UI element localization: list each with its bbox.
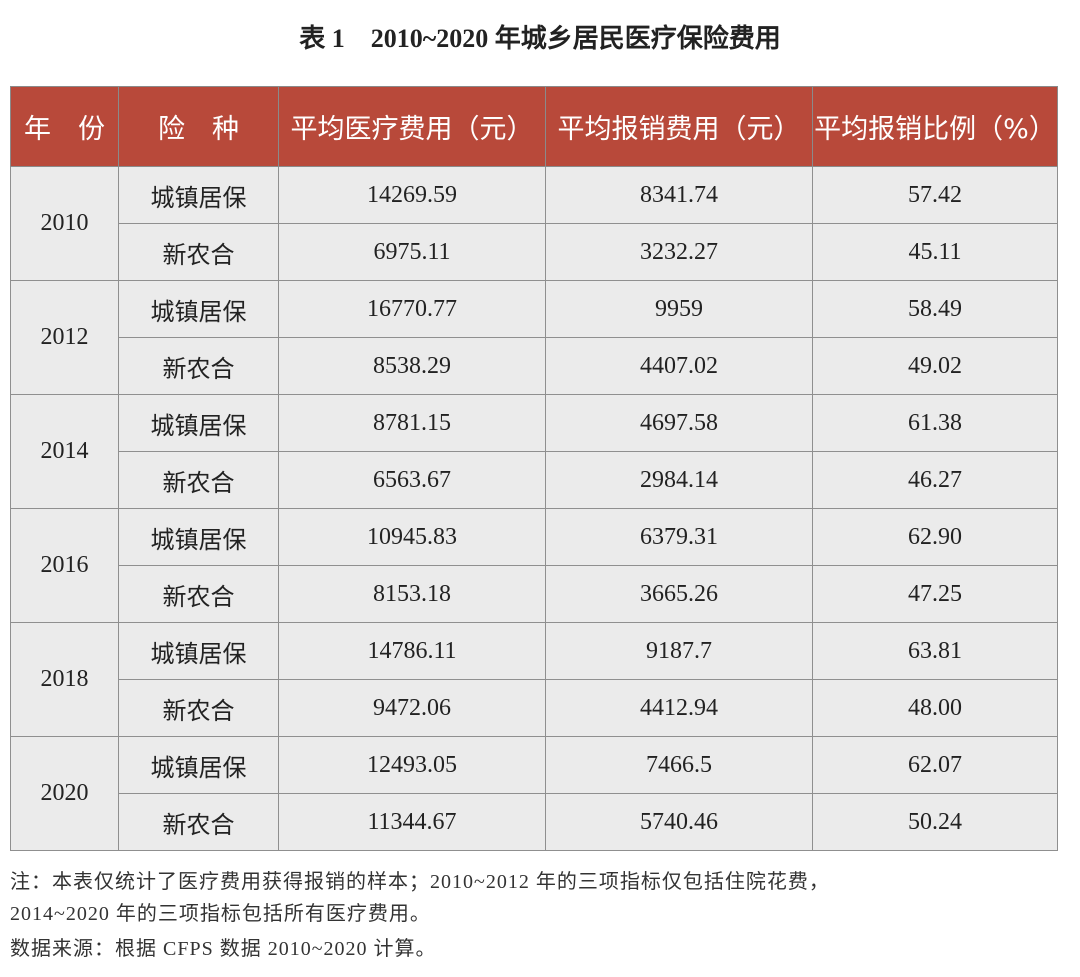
year-cell: 2018	[10, 622, 119, 737]
table-cell: 62.90	[812, 508, 1058, 566]
table-row: 2016 城镇居保 10945.83 6379.31 62.90	[10, 508, 1058, 623]
column-header: 平均报销费用（元）	[545, 86, 813, 167]
table-cell: 8341.74	[545, 166, 813, 224]
table-row: 2010 城镇居保 14269.59 8341.74 57.42	[10, 166, 1058, 281]
table-cell: 14269.59	[278, 166, 546, 224]
column-header: 平均医疗费用（元）	[278, 86, 546, 167]
table-cell: 城镇居保	[118, 736, 279, 794]
header-row: 年 份险 种平均医疗费用（元） 平均报销费用（元） 平均报销比例（%）	[10, 86, 1058, 167]
table-title: 表 1 2010~2020 年城乡居民医疗保险费用	[299, 24, 781, 53]
table-cell: 4407.02	[545, 337, 813, 395]
year-cell: 2012	[10, 280, 119, 395]
table-body: 2010 城镇居保 14269.59 8341.74 57.42 新农合 6975.11 32…	[10, 166, 1058, 851]
year-cell: 2016	[10, 508, 119, 623]
table-cell: 14786.11	[278, 622, 546, 680]
note-line: 注：本表仅统计了医疗费用获得报销的样本；2010~2012 年的三项指标仅包括住…	[10, 871, 830, 893]
table-cell: 12493.05	[278, 736, 546, 794]
column-header: 险 种	[118, 86, 279, 167]
table-cell: 9959	[545, 280, 813, 338]
table-row: 新农合 6975.11 3232.27 45.11	[11, 223, 1058, 281]
table-cell: 62.07	[812, 736, 1058, 794]
table-cell: 11344.67	[278, 793, 546, 851]
table-cell: 城镇居保	[118, 622, 279, 680]
notes: 注：本表仅统计了医疗费用获得报销的样本；2010~2012 年的三项指标仅包括住…	[10, 866, 830, 930]
table-cell: 58.49	[812, 280, 1058, 338]
table-cell: 61.38	[812, 394, 1058, 452]
year-cell: 2014	[10, 394, 119, 509]
table-row: 新农合 9472.06 4412.94 48.00	[11, 679, 1058, 737]
table-cell: 新农合	[118, 223, 279, 281]
table-cell: 4697.58	[545, 394, 813, 452]
table-cell: 8538.29	[278, 337, 546, 395]
table-cell: 9472.06	[278, 679, 546, 737]
note-line: 2014~2020 年的三项指标包括所有医疗费用。	[10, 903, 431, 925]
table-cell: 新农合	[118, 337, 279, 395]
table-cell: 3665.26	[545, 565, 813, 623]
table-cell: 7466.5	[545, 736, 813, 794]
table-cell: 3232.27	[545, 223, 813, 281]
table-cell: 8781.15	[278, 394, 546, 452]
table-cell: 新农合	[118, 793, 279, 851]
data-table: 年 份险 种平均医疗费用（元） 平均报销费用（元） 平均报销比例（%） 2010 城镇…	[10, 86, 1058, 851]
column-header: 年 份	[10, 86, 119, 167]
table-cell: 9187.7	[545, 622, 813, 680]
table-cell: 6563.67	[278, 451, 546, 509]
table-cell: 47.25	[812, 565, 1058, 623]
table-cell: 8153.18	[278, 565, 546, 623]
table-row: 2020 城镇居保 12493.05 7466.5 62.07	[10, 736, 1058, 851]
table-cell: 48.00	[812, 679, 1058, 737]
year-cell: 2010	[10, 166, 119, 281]
table-cell: 10945.83	[278, 508, 546, 566]
table-row: 新农合 6563.67 2984.14 46.27	[11, 451, 1058, 509]
table-cell: 城镇居保	[118, 166, 279, 224]
table-cell: 5740.46	[545, 793, 813, 851]
source-note: 数据来源：根据 CFPS 数据 2010~2020 计算。	[10, 938, 437, 960]
table-cell: 49.02	[812, 337, 1058, 395]
table-row: 2012 城镇居保 16770.77 9959 58.49	[10, 280, 1058, 395]
table-row: 新农合 8153.18 3665.26 47.25	[11, 565, 1058, 623]
table-row: 2018 城镇居保 14786.11 9187.7 63.81	[10, 622, 1058, 737]
table-cell: 城镇居保	[118, 394, 279, 452]
year-cell: 2020	[10, 736, 119, 851]
column-header: 平均报销比例（%）	[812, 86, 1058, 167]
table-cell: 4412.94	[545, 679, 813, 737]
table-row: 2014 城镇居保 8781.15 4697.58 61.38	[10, 394, 1058, 509]
table-cell: 57.42	[812, 166, 1058, 224]
table-cell: 45.11	[812, 223, 1058, 281]
table-row: 新农合 8538.29 4407.02 49.02	[11, 337, 1058, 395]
table-cell: 新农合	[118, 565, 279, 623]
table-cell: 城镇居保	[118, 508, 279, 566]
table-cell: 46.27	[812, 451, 1058, 509]
table-cell: 16770.77	[278, 280, 546, 338]
table-row: 新农合 11344.67 5740.46 50.24	[11, 793, 1058, 851]
table-cell: 6379.31	[545, 508, 813, 566]
table-cell: 新农合	[118, 451, 279, 509]
table-cell: 新农合	[118, 679, 279, 737]
table-cell: 城镇居保	[118, 280, 279, 338]
table-cell: 50.24	[812, 793, 1058, 851]
table-cell: 63.81	[812, 622, 1058, 680]
table-cell: 6975.11	[278, 223, 546, 281]
table-cell: 2984.14	[545, 451, 813, 509]
